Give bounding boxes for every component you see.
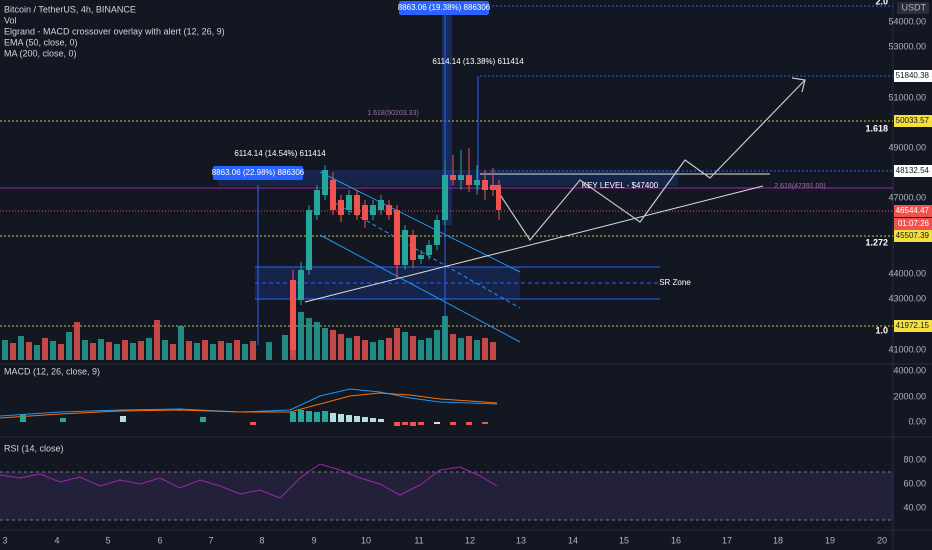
time-label: 5 [105,535,110,545]
annotation: KEY LEVEL - $47400 [582,181,659,190]
fib-level: 1.618 [865,123,888,133]
time-label: 13 [516,535,526,545]
candles [290,148,501,355]
annotation: 8863.06 (22.98%) 886306 [212,168,305,177]
time-label: 20 [877,535,887,545]
rsi-label: 80.00 [903,454,926,464]
time-label: 6 [157,535,162,545]
legend-line: Bitcoin / TetherUS, 4h, BINANCE [4,4,136,14]
annotation: 2.618(47391.00) [774,183,825,190]
rsi-band [0,472,893,520]
annotation: 8863.06 (19.38%) 886306 [398,3,491,12]
price-tag-bg [894,230,932,242]
price-label: 51000.00 [888,92,926,102]
macd-label: 2000.00 [893,391,926,401]
currency-box [897,2,929,14]
rsi-line [0,463,498,499]
price-tag-bg [894,70,932,82]
price-tag-bg [894,165,932,177]
price-tag-bg [894,320,932,332]
time-label: 15 [619,535,629,545]
price-tag-bg [894,218,932,230]
price-tag: 48132.54 [896,166,930,175]
macd-pane [0,388,498,426]
price-tag: 50033.57 [896,116,930,125]
price-label: 54000.00 [888,16,926,26]
legend-line: EMA (50, close, 0) [4,37,78,47]
time-label: 16 [671,535,681,545]
fib-level: 1.0 [875,325,888,335]
pane-title: MACD (12, 26, close, 9) [4,366,100,376]
pane-title: RSI (14, close) [4,443,64,453]
annotation: 6114.14 (14.54%) 611414 [234,149,326,158]
currency: USDT [902,2,927,12]
macd-label: 0.00 [908,416,926,426]
time-label: 4 [54,535,59,545]
rsi-label: 60.00 [903,478,926,488]
channel [319,171,521,273]
rsi-label: 40.00 [903,502,926,512]
time-label: 19 [825,535,835,545]
fib-level: 1.272 [865,237,888,247]
legend-line: Elgrand - MACD crossover overlay with al… [4,26,225,36]
annotation: SR Zone [659,278,691,287]
time-label: 12 [465,535,475,545]
volume [2,300,496,360]
legend-line: Vol [4,15,17,25]
price-tag: 01:07:26 [898,219,930,228]
time-label: 9 [311,535,316,545]
measure-label-bg [213,166,303,180]
time-label: 17 [722,535,732,545]
price-label: 41000.00 [888,344,926,354]
time-label: 18 [773,535,783,545]
price-label: 44000.00 [888,268,926,278]
trendline [304,185,764,303]
price-tag: 51840.38 [896,71,930,80]
fib-level: 2.0 [875,0,888,6]
price-label: 43000.00 [888,293,926,303]
time-label: 10 [361,535,371,545]
price-tag: 45507.39 [896,231,930,240]
time-label: 7 [208,535,213,545]
price-label: 47000.00 [888,192,926,202]
measure-label-bg [399,1,489,15]
time-label: 3 [2,535,7,545]
time-label: 11 [414,535,423,545]
price-tag: 46544.47 [896,206,930,215]
price-tag: 41972.15 [896,321,930,330]
time-label: 8 [259,535,264,545]
projection [496,79,806,242]
legend-line: MA (200, close, 0) [4,48,77,58]
channel [319,234,521,343]
time-label: 14 [568,535,578,545]
price-label: 53000.00 [888,41,926,51]
price-tag-bg [894,115,932,127]
macd-label: 4000.00 [893,365,926,375]
annotation: 6114.14 (13.38%) 611414 [432,57,524,66]
price-tag-bg [894,205,932,217]
price-label: 49000.00 [888,142,926,152]
annotation: 1.618(50203.33) [367,110,418,117]
